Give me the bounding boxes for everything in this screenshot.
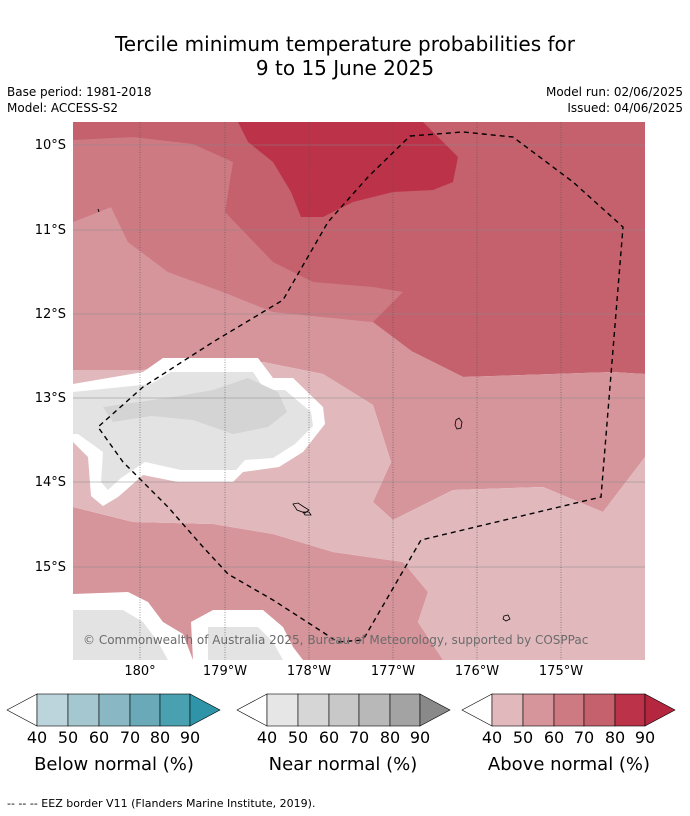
region-above-70-ne bbox=[523, 122, 645, 182]
colorbar-below bbox=[6, 693, 221, 727]
colorbar-above-bin-1 bbox=[491, 693, 524, 727]
colorbar-below-max-arrow bbox=[189, 693, 221, 727]
colorbar-above-min-arrow bbox=[461, 693, 493, 727]
lat-label-10s: 10°S bbox=[34, 138, 66, 153]
below-tick-50: 50 bbox=[57, 728, 79, 747]
region-above-80 bbox=[238, 122, 458, 217]
issued-date: Issued: 04/06/2025 bbox=[567, 101, 683, 115]
lon-label-178w: 178°W bbox=[286, 664, 332, 679]
below-normal-title: Below normal (%) bbox=[34, 754, 194, 775]
island-east bbox=[454, 417, 463, 430]
near-normal-title: Near normal (%) bbox=[268, 754, 418, 775]
colorbar-near bbox=[236, 693, 451, 727]
colorbar-above-bin-4 bbox=[583, 693, 616, 727]
near-tick-70: 70 bbox=[348, 728, 370, 747]
lat-label-13s: 13°S bbox=[34, 391, 66, 406]
colorbar-above-bin-5 bbox=[614, 693, 646, 727]
lon-label-177w: 177°W bbox=[370, 664, 416, 679]
lat-label-14s: 14°S bbox=[34, 475, 66, 490]
colorbar-near-bin-4 bbox=[358, 693, 391, 727]
region-above-60 bbox=[73, 137, 403, 322]
colorbar-near-max-arrow bbox=[419, 693, 451, 727]
colorbar-below-bin-3 bbox=[98, 693, 131, 727]
above-tick-70: 70 bbox=[573, 728, 595, 747]
below-tick-80: 80 bbox=[149, 728, 171, 747]
colorbar-below-bin-5 bbox=[159, 693, 191, 727]
above-normal-title: Above normal (%) bbox=[487, 754, 651, 775]
near-tick-50: 50 bbox=[287, 728, 309, 747]
colorbar-near-bin-2 bbox=[297, 693, 330, 727]
below-tick-40: 40 bbox=[26, 728, 48, 747]
above-tick-80: 80 bbox=[604, 728, 626, 747]
region-above-50 bbox=[73, 207, 645, 520]
below-tick-70: 70 bbox=[119, 728, 141, 747]
island-central bbox=[292, 502, 310, 514]
lon-label-175w: 175°W bbox=[538, 664, 584, 679]
title-line-1: Tercile minimum temperature probabilitie… bbox=[114, 32, 576, 56]
model-name: Model: ACCESS-S2 bbox=[7, 101, 119, 115]
copyright-notice: © Commonwealth of Australia 2025, Bureau… bbox=[83, 633, 589, 647]
colorbar-near-bin-1 bbox=[266, 693, 299, 727]
region-near-sw-fill bbox=[73, 610, 168, 660]
colorbar-below-min-arrow bbox=[6, 693, 38, 727]
near-tick-90: 90 bbox=[409, 728, 431, 747]
colorbar-above bbox=[461, 693, 676, 727]
above-tick-60: 60 bbox=[543, 728, 565, 747]
colorbar-above-bin-2 bbox=[522, 693, 555, 727]
lat-label-11s: 11°S bbox=[34, 223, 66, 238]
colorbar-below-bin-4 bbox=[129, 693, 161, 727]
colorbars bbox=[6, 693, 676, 727]
island-south bbox=[502, 614, 511, 622]
near-tick-40: 40 bbox=[256, 728, 278, 747]
colorbar-near-min-arrow bbox=[236, 693, 268, 727]
lon-label-180: 180° bbox=[124, 664, 156, 679]
above-tick-50: 50 bbox=[512, 728, 534, 747]
title-line-2: 9 to 15 June 2025 bbox=[255, 56, 435, 80]
lat-label-12s: 12°S bbox=[34, 307, 66, 322]
lat-label-15s: 15°S bbox=[34, 560, 66, 575]
colorbar-near-bin-5 bbox=[389, 693, 421, 727]
probability-map bbox=[73, 122, 645, 660]
near-tick-60: 60 bbox=[318, 728, 340, 747]
island-northwest-mark bbox=[97, 208, 100, 213]
above-tick-90: 90 bbox=[634, 728, 656, 747]
base-period: Base period: 1981-2018 bbox=[7, 85, 152, 99]
eez-footnote: -- -- -- EEZ border V11 (Flanders Marine… bbox=[7, 797, 316, 810]
model-run: Model run: 02/06/2025 bbox=[545, 85, 683, 99]
colorbar-below-bin-2 bbox=[67, 693, 100, 727]
colorbar-above-max-arrow bbox=[644, 693, 676, 727]
near-tick-80: 80 bbox=[379, 728, 401, 747]
colorbar-below-bin-1 bbox=[36, 693, 69, 727]
lon-label-179w: 179°W bbox=[202, 664, 248, 679]
below-tick-60: 60 bbox=[88, 728, 110, 747]
colorbar-above-bin-3 bbox=[553, 693, 585, 727]
above-tick-40: 40 bbox=[481, 728, 503, 747]
colorbar-near-bin-3 bbox=[328, 693, 360, 727]
region-near-50 bbox=[103, 378, 287, 434]
region-above-50-south bbox=[73, 507, 443, 660]
island-central-small bbox=[302, 511, 312, 516]
lon-label-176w: 176°W bbox=[454, 664, 500, 679]
region-near-s-fill bbox=[208, 627, 283, 660]
below-tick-90: 90 bbox=[179, 728, 201, 747]
eez-border bbox=[97, 131, 624, 643]
